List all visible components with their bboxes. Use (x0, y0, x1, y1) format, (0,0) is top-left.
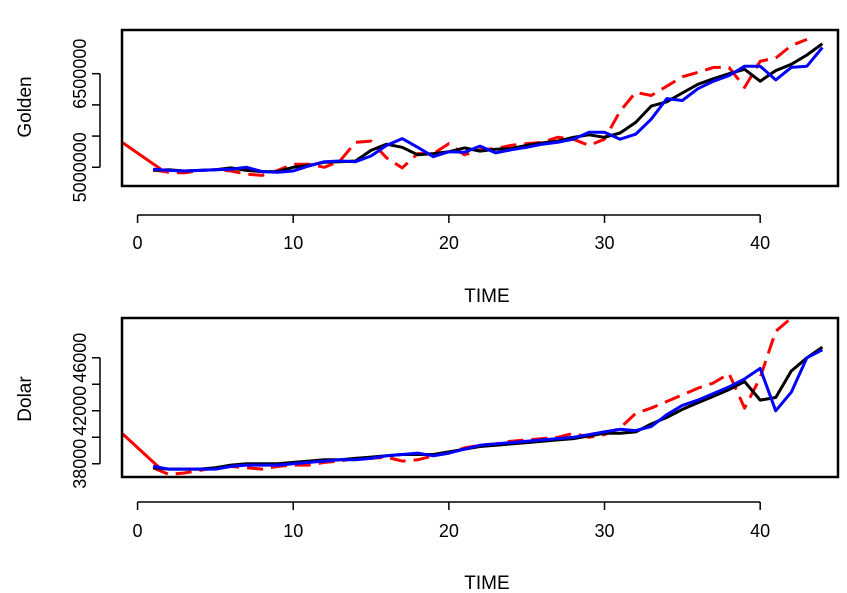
dolar-panel: Dolar TIME 0 10 20 30 40 38000 42000 46000 (15, 316, 840, 593)
dolar-series-line-2 (152, 345, 824, 471)
golden-x-tick-label: 40 (750, 233, 770, 253)
y-axis-label-dolar: Dolar (15, 376, 36, 422)
x-axis-label-time-bottom: TIME (464, 573, 509, 593)
dolar-series-line-3 (152, 348, 824, 471)
golden-plot-frame (120, 28, 840, 188)
dolar-plot-frame (120, 316, 840, 479)
golden-series-line-2 (153, 42, 824, 174)
golden-series-line-3 (152, 46, 824, 174)
dolar-x-tick-label: 20 (439, 521, 459, 541)
dolar-series-line-1 (122, 432, 162, 471)
dolar-x-tick-label: 30 (595, 521, 615, 541)
dolar-x-tick-label: 40 (750, 521, 770, 541)
dolar-x-tick-label: 10 (283, 521, 303, 541)
dolar-y-tick-label: 38000 (70, 439, 90, 489)
y-axis-label-golden: Golden (15, 76, 36, 137)
golden-series-line-1 (122, 141, 162, 171)
x-axis-label-time-top: TIME (464, 286, 509, 307)
dolar-y-tick-label: 46000 (70, 333, 90, 383)
golden-y-tick-label: 5000000 (70, 132, 90, 202)
golden-panel: Golden TIME 0 10 20 30 40 5000000 6500000 (15, 28, 840, 307)
golden-x-tick-label: 0 (133, 233, 143, 253)
dolar-x-tick-label: 0 (133, 521, 143, 541)
golden-x-tick-label: 20 (439, 233, 459, 253)
golden-y-tick-label: 6500000 (70, 39, 90, 109)
golden-series-line-0 (152, 38, 808, 177)
golden-x-tick-label: 10 (283, 233, 303, 253)
dolar-series-line-0 (152, 318, 796, 476)
dolar-y-tick-label: 42000 (70, 386, 90, 436)
golden-x-tick-label: 30 (595, 233, 615, 253)
